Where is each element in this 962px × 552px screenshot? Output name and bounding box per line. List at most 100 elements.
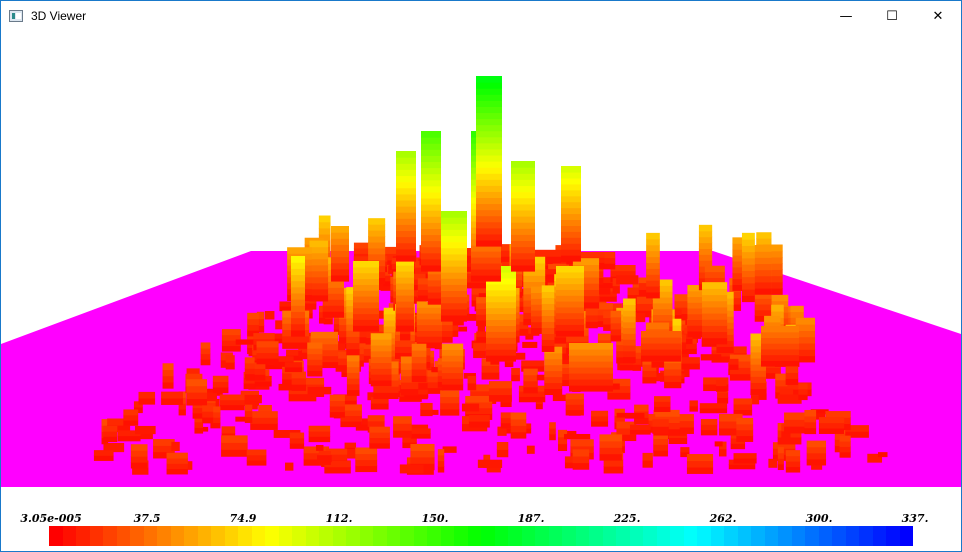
building: [587, 303, 613, 328]
building: [785, 450, 801, 473]
colorbar-swatch: [49, 526, 63, 546]
title-bar[interactable]: 3D Viewer — ☐ ✕: [1, 1, 961, 31]
city-elevation-render: [1, 76, 961, 487]
colorbar-swatch: [454, 526, 468, 546]
building: [565, 393, 584, 416]
maximize-button[interactable]: ☐: [869, 1, 915, 31]
building: [556, 355, 574, 365]
building: [473, 343, 486, 359]
colorbar-swatch: [143, 526, 157, 546]
building: [591, 410, 609, 427]
building: [205, 388, 221, 396]
building: [733, 453, 757, 464]
colorbar-swatch: [521, 526, 535, 546]
building: [200, 342, 211, 366]
colorbar-swatch: [656, 526, 670, 546]
building: [399, 464, 424, 474]
building: [599, 434, 623, 461]
building: [772, 442, 796, 461]
building: [845, 425, 869, 438]
building: [244, 357, 255, 380]
colorbar-swatch: [292, 526, 306, 546]
building: [557, 361, 574, 387]
building: [677, 334, 687, 350]
building: [166, 452, 188, 475]
colorbar-swatch: [305, 526, 319, 546]
colorbar-swatch: [845, 526, 859, 546]
building: [523, 368, 538, 394]
colorbar-swatch: [157, 526, 171, 546]
colorbar-swatch: [332, 526, 346, 546]
building: [510, 412, 527, 439]
colorbar-swatch: [373, 526, 387, 546]
building: [777, 447, 784, 471]
building: [646, 232, 660, 299]
colorbar-swatch: [184, 526, 198, 546]
building: [623, 298, 636, 363]
building: [674, 294, 691, 321]
building: [416, 301, 443, 349]
colorbar-swatch: [265, 526, 279, 546]
colorbar-swatch: [386, 526, 400, 546]
building: [719, 413, 743, 436]
colorbar-tick-label: 37.5: [133, 512, 161, 525]
colorbar-labels: 3.05e-005 37.5 74.9 112. 150. 187. 225. 262. 300…: [1, 512, 961, 526]
colorbar-swatch: [791, 526, 805, 546]
building: [93, 450, 114, 461]
colorbar-swatch: [697, 526, 711, 546]
minimize-button[interactable]: —: [823, 1, 869, 31]
colorbar-swatch: [764, 526, 778, 546]
building: [476, 297, 496, 327]
building: [123, 409, 139, 426]
minimize-icon: —: [839, 8, 853, 24]
building: [355, 447, 378, 473]
building: [561, 166, 581, 262]
building: [329, 394, 345, 418]
building: [754, 245, 772, 295]
building: [291, 371, 306, 391]
colorbar: [49, 526, 913, 546]
colorbar-swatch: [494, 526, 508, 546]
colorbar-swatch: [251, 526, 265, 546]
building: [162, 363, 174, 389]
building: [466, 313, 480, 321]
close-button[interactable]: ✕: [915, 1, 961, 31]
building: [878, 452, 888, 458]
building: [544, 346, 563, 396]
building: [784, 412, 806, 434]
building: [346, 287, 360, 356]
building: [130, 444, 148, 469]
building: [210, 406, 221, 429]
building: [654, 396, 671, 413]
building: [750, 333, 766, 396]
building: [420, 402, 433, 417]
building: [221, 329, 241, 352]
building: [616, 421, 637, 442]
colorbar-swatch: [62, 526, 76, 546]
building: [247, 312, 259, 337]
building: [421, 131, 441, 272]
3d-viewport[interactable]: [1, 31, 961, 523]
colorbar-swatch: [481, 526, 495, 546]
colorbar-swatch: [116, 526, 130, 546]
building: [629, 424, 651, 435]
building: [751, 395, 760, 405]
building: [699, 403, 728, 414]
colorbar-tick-label: 300.: [805, 512, 833, 525]
building: [241, 394, 262, 404]
window-title: 3D Viewer: [31, 9, 87, 23]
colorbar-swatch: [562, 526, 576, 546]
building: [536, 374, 551, 381]
building: [497, 426, 507, 436]
colorbar-swatch: [602, 526, 616, 546]
colorbar-swatch: [629, 526, 643, 546]
building: [818, 417, 845, 434]
colorbar-tick-label: 225.: [613, 512, 641, 525]
building: [186, 379, 208, 406]
building: [212, 375, 229, 394]
building: [272, 333, 290, 344]
building: [107, 418, 131, 433]
building: [556, 266, 584, 337]
building: [245, 362, 266, 381]
